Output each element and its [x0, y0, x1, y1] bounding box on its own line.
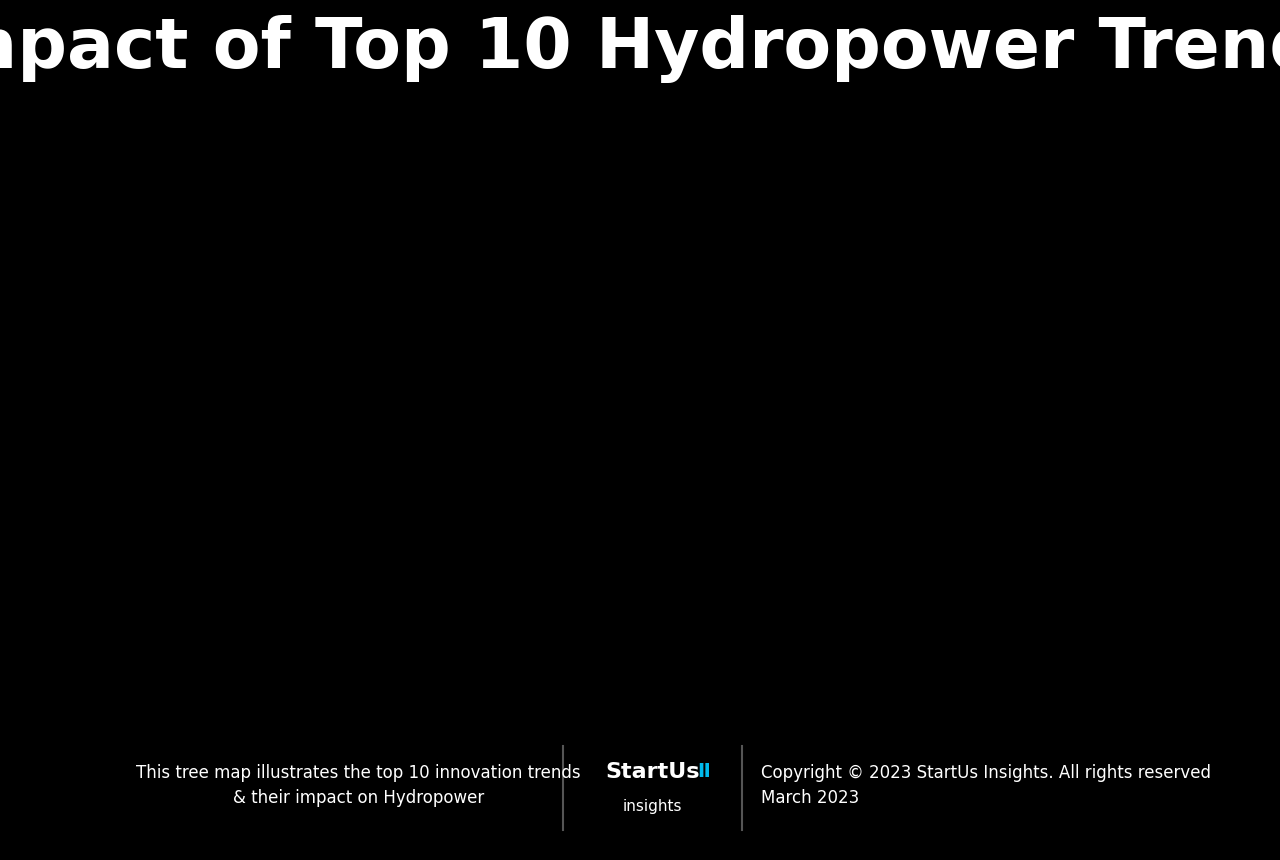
Text: 17: 17 [24, 486, 67, 515]
Text: %: % [896, 392, 908, 405]
Text: %: % [995, 140, 1007, 153]
Text: Copyright © 2023 StartUs Insights. All rights reserved
March 2023: Copyright © 2023 StartUs Insights. All r… [760, 764, 1211, 807]
Text: Aquatic Life Preservation: Aquatic Life Preservation [796, 568, 954, 581]
Text: 20: 20 [24, 144, 68, 175]
Text: %: % [1165, 479, 1178, 493]
Text: %: % [316, 489, 329, 502]
Text: %: % [1165, 646, 1178, 659]
Text: 7: 7 [796, 593, 818, 622]
Text: Modular Power: Modular Power [24, 462, 116, 475]
Text: Hydropower Technology Upgrades: Hydropower Technology Upgrades [24, 120, 238, 132]
Text: %: % [1165, 145, 1178, 158]
Text: %: % [332, 147, 343, 160]
Text: 10: 10 [489, 512, 531, 541]
Text: 3: 3 [1110, 645, 1132, 673]
Text: Novel Turbines: Novel Turbines [489, 487, 581, 500]
Text: Artificial
Channeling: Artificial Channeling [1110, 607, 1180, 636]
Text: StartUs: StartUs [605, 762, 700, 782]
Text: 4: 4 [1110, 477, 1132, 507]
Text: Ⅱ: Ⅱ [698, 762, 710, 781]
Text: 14: 14 [489, 158, 538, 193]
Text: insights: insights [623, 799, 682, 814]
Text: Simulations: Simulations [1110, 118, 1183, 131]
Text: %: % [678, 514, 691, 527]
Text: Dynamic
Pumped
Hydropower: Dynamic Pumped Hydropower [1110, 427, 1185, 473]
Text: 8: 8 [796, 390, 818, 419]
Text: Power Injectors: Power Injectors [796, 113, 892, 126]
Text: This tree map illustrates the top 10 innovation trends
& their impact on Hydropo: This tree map illustrates the top 10 inn… [136, 764, 581, 807]
Text: 7: 7 [1110, 142, 1132, 171]
Text: Marine & Hydrokinetic
Technology: Marine & Hydrokinetic Technology [489, 121, 628, 150]
Text: %: % [896, 595, 908, 608]
Text: Impact of Top 10 Hydropower Trends: Impact of Top 10 Hydropower Trends [0, 15, 1280, 83]
Text: Performance Analytics: Performance Analytics [796, 366, 937, 378]
Text: %: % [704, 162, 716, 175]
Text: 10: 10 [796, 138, 840, 167]
